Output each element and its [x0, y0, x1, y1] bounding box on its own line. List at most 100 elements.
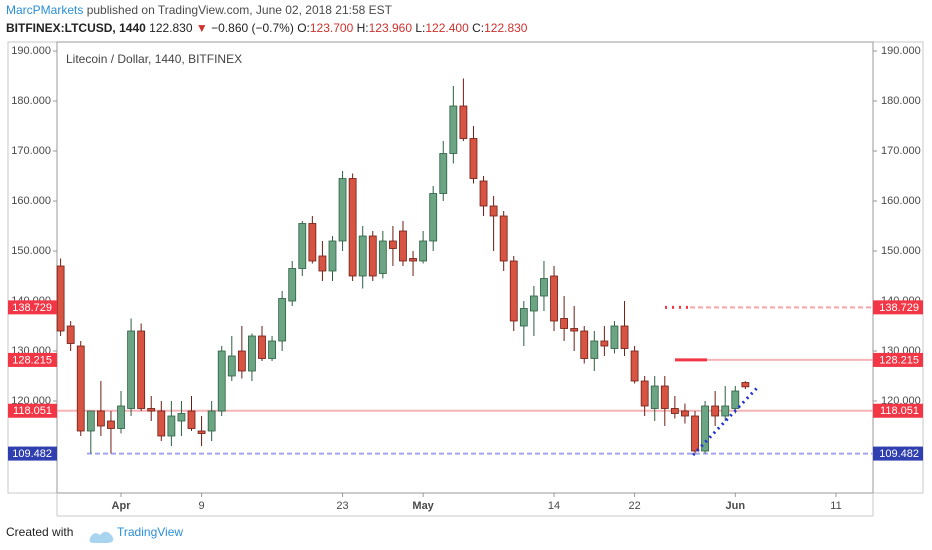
candle-body [318, 255, 327, 272]
candle-body [489, 205, 498, 217]
level-label-left: 118.051 [13, 405, 52, 417]
candle-body [268, 340, 276, 359]
candle-body [479, 180, 488, 207]
candle-body [660, 385, 669, 409]
level-label-bg-left [8, 352, 57, 367]
candle-body [167, 415, 176, 437]
y-tick-label-left: 180.000 [11, 95, 51, 107]
candle-body [630, 350, 639, 382]
candle-body [66, 325, 75, 344]
candle-body [711, 405, 720, 417]
level-label-bg-right [873, 352, 923, 367]
x-tick-label: 14 [548, 500, 560, 512]
candle-body [741, 382, 750, 388]
candle-body [227, 355, 236, 377]
candle-body [449, 105, 458, 154]
candle-body [499, 215, 508, 262]
candle-body [157, 410, 166, 437]
y-tick-label-left: 190.000 [11, 45, 51, 57]
candle-body [207, 410, 216, 432]
level-label-right: 138.729 [879, 302, 919, 314]
y-tick-label-right: 190.000 [881, 45, 921, 57]
candle-body [76, 345, 85, 432]
level-label-bg-left [8, 446, 57, 461]
candle-body [137, 330, 146, 409]
candle-body [308, 223, 317, 262]
level-label-right: 109.482 [879, 448, 919, 460]
candle-body [670, 408, 679, 414]
x-tick-label: Jun [726, 500, 746, 512]
y-tick-label-left: 150.000 [11, 245, 51, 257]
h-value: 123.960 [369, 21, 413, 35]
y-tick-label-right: 150.000 [881, 245, 921, 257]
c-value: 122.830 [484, 21, 528, 35]
x-tick-label: 9 [199, 500, 205, 512]
level-label-bg-right [873, 300, 923, 315]
level-label-left: 109.482 [12, 448, 52, 460]
candle-body [358, 235, 367, 277]
candle-body [721, 405, 730, 417]
published: published on TradingView.com, June 02, 2… [87, 3, 393, 17]
candle-body [600, 340, 609, 347]
chart-legend: Litecoin / Dollar, 1440, BITFINEX [66, 52, 242, 66]
o-value: 123.700 [310, 21, 354, 35]
level-label-bg-right [873, 403, 923, 418]
candle-body [237, 350, 246, 372]
footer-logo [89, 531, 114, 543]
candle-body [217, 350, 226, 412]
level-label-bg-left [8, 403, 57, 418]
x-tick-label: May [412, 500, 434, 512]
candle-body [570, 328, 579, 332]
level-label-left: 138.729 [12, 302, 52, 314]
candle-body [117, 405, 125, 429]
candle-body [177, 413, 186, 422]
candle-body [519, 308, 528, 327]
y-tick-label-left: 170.000 [11, 145, 51, 157]
header-line-1: MarcPMarkets published on TradingView.co… [6, 3, 393, 17]
candle-body [96, 410, 105, 427]
footer-created: Created with [6, 525, 73, 539]
level-label-left: 128.215 [12, 354, 52, 366]
candle-body [258, 335, 266, 359]
candle-body [590, 340, 599, 359]
y-tick-label-left: 160.000 [11, 195, 51, 207]
last: 122.830 [149, 21, 193, 35]
y-tick-label-right: 180.000 [881, 95, 921, 107]
candle-body [620, 325, 629, 349]
change: −0.860 (−0.7%) [211, 21, 294, 35]
candle-body [429, 193, 438, 242]
candle-body [399, 230, 407, 262]
x-tick-label: 22 [628, 500, 640, 512]
candle-body [298, 223, 307, 269]
candle-body [469, 138, 478, 179]
author[interactable]: MarcPMarkets [6, 3, 83, 17]
candle-body [560, 318, 568, 329]
candle-body [278, 298, 287, 342]
candle-body [56, 265, 65, 332]
candle-body [368, 235, 377, 277]
candle-body [640, 380, 649, 407]
c-key: C: [472, 21, 484, 35]
candle-body [187, 410, 196, 429]
h-key: H: [357, 21, 369, 35]
candle-body [107, 420, 115, 429]
header-line-2: BITFINEX:LTCUSD, 1440 122.830 ▼ −0.860 (… [6, 21, 528, 35]
candle-body [580, 330, 589, 359]
candle-body [529, 295, 538, 312]
candle-body [86, 410, 95, 432]
x-tick-label: Apr [112, 500, 132, 512]
level-label-bg-left [8, 300, 57, 315]
candle-body [701, 405, 709, 452]
candle-body [610, 325, 619, 349]
candle-body [147, 408, 156, 412]
footer-brand[interactable]: TradingView [117, 525, 183, 539]
l-key: L: [415, 21, 425, 35]
candle-body [378, 240, 387, 274]
y-tick-label-right: 160.000 [881, 195, 921, 207]
candle-body [248, 335, 256, 372]
candle-body [288, 268, 297, 302]
candle-body [127, 330, 135, 409]
